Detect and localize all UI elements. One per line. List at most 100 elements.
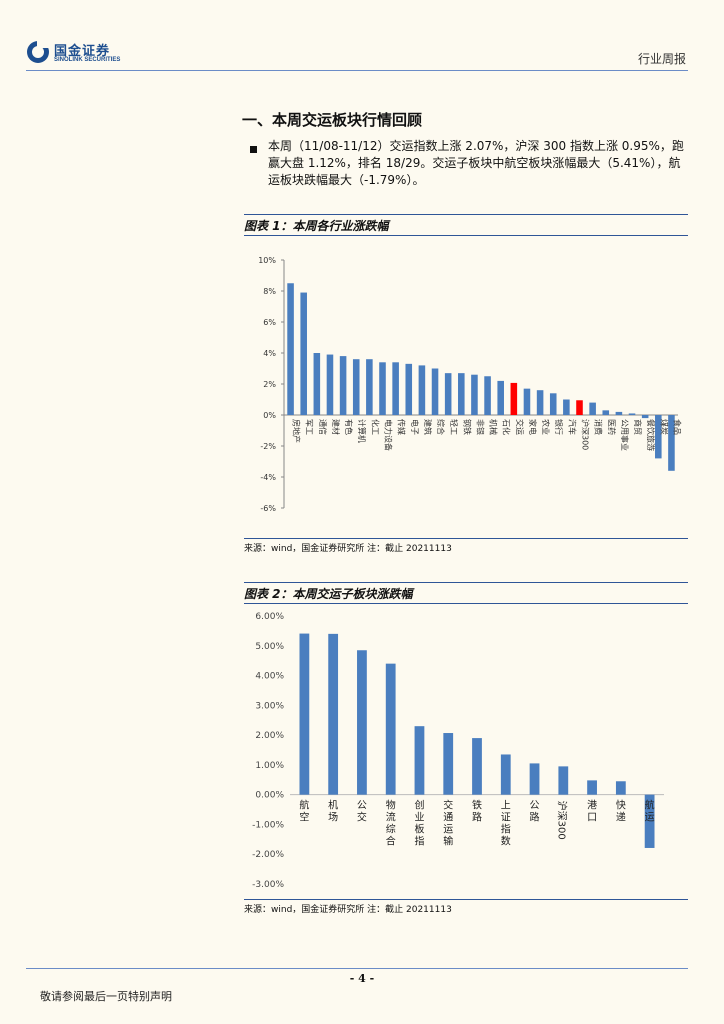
bar [339, 356, 347, 415]
bar [655, 415, 662, 459]
x-category-label: 非银 [475, 419, 485, 435]
x-category-label: 公交 [357, 801, 367, 824]
bar [458, 373, 465, 415]
figure2-title: 图表 2：本周交运子板块涨跌幅 [244, 587, 413, 601]
y-tick-label: -2% [260, 442, 276, 451]
x-category-label: 餐饮旅游 [646, 419, 656, 451]
y-tick-label: 4% [263, 349, 276, 358]
transport-subsector-chart: 6.00% 5.00% 4.00% 3.00% 2.00% 1.00% 0.00% -1.00… [252, 612, 664, 890]
y-tick-label: -2.00% [252, 850, 284, 860]
x-category-label: 综合 [436, 419, 446, 435]
sinolink-logo-icon [27, 41, 49, 63]
y-tick-label: 1.00% [255, 761, 284, 771]
bar [602, 410, 610, 415]
x-category-label: 沪深300 [581, 419, 591, 450]
footer-disclaimer: 敬请参阅最后一页特别声明 [40, 990, 172, 1003]
y-tick-label: 5.00% [255, 642, 284, 652]
x-category-label: 银行 [554, 419, 564, 435]
bar [587, 780, 597, 795]
header-divider [26, 70, 688, 71]
figure1-title-rule [244, 235, 688, 236]
x-category-label: 机场 [328, 799, 338, 824]
bar [628, 413, 636, 415]
logo: 国金证券 SINOLINK SECURITIES [26, 38, 136, 68]
bar [313, 353, 321, 415]
x-category-label: 快递 [616, 800, 626, 824]
bar [668, 415, 675, 471]
logo-en-text: SINOLINK SECURITIES [54, 57, 121, 63]
bar [287, 283, 294, 415]
bar [418, 365, 426, 415]
bar [300, 292, 307, 415]
x-category-label: 计算机 [357, 419, 367, 443]
footer-divider [26, 968, 688, 969]
bar [500, 754, 511, 795]
x-category-label: 公路 [530, 801, 540, 824]
bar [366, 359, 373, 415]
y-tick-label: 10% [258, 256, 276, 265]
figure2-bottom-rule [244, 899, 688, 900]
figure1-bottom-rule [244, 538, 688, 539]
x-category-label: 医药 [607, 419, 617, 435]
bar [563, 399, 570, 415]
x-category-label: 家电 [528, 419, 538, 435]
x-category-label: 铁路 [472, 799, 482, 824]
y-tick-label: 2% [263, 380, 276, 389]
x-category-label: 交通运输 [443, 799, 453, 848]
figure2-title-rule [244, 603, 688, 604]
y-tick-label: 8% [263, 287, 276, 296]
x-category-label: 电力设备 [384, 419, 394, 451]
bar [641, 415, 649, 419]
x-category-label: 农业 [541, 419, 551, 435]
x-category-label: 公用事业 [620, 419, 630, 451]
x-category-label: 上证指数 [501, 800, 511, 848]
x-category-label: 航运 [645, 799, 655, 824]
y-tick-label: 6% [263, 318, 276, 327]
x-category-label: 房地产 [292, 419, 302, 443]
y-tick-label: 6.00% [255, 612, 284, 622]
figure1-title: 图表 1：本周各行业涨跌幅 [244, 219, 389, 233]
bar [484, 376, 491, 415]
bar [644, 794, 655, 848]
bar [326, 354, 334, 415]
y-tick-label: 4.00% [255, 672, 284, 682]
x-category-label: 消费 [594, 419, 604, 435]
x-category-label: 建材 [331, 419, 341, 435]
x-category-label: 机械 [489, 419, 499, 435]
bar [392, 362, 399, 415]
bar [523, 388, 531, 415]
bar [589, 402, 596, 415]
industry-returns-chart: 10% 8% 6% 4% 2% 0% -2% -4% -6% 房地产 军工 通信 建材 有色 计算机 化工 电力… [258, 256, 682, 513]
bar [536, 390, 544, 415]
bar [414, 726, 425, 795]
figure2-source: 来源：wind，国金证券研究所 注：截止 20211113 [244, 905, 452, 915]
y-tick-label: 2.00% [255, 731, 284, 741]
bar [472, 738, 482, 795]
bar [328, 633, 339, 795]
page-number: - 4 - [349, 972, 375, 985]
y-tick-label: 0% [263, 411, 276, 420]
bar [576, 400, 583, 415]
summary-paragraph: 本周（11/08-11/12）交运指数上涨 2.07%，沪深 300 指数上涨 … [268, 139, 684, 187]
bar [444, 373, 452, 415]
bar [385, 663, 396, 795]
bar [431, 368, 439, 415]
x-category-label: 创业板指 [414, 799, 424, 848]
figure1-top-rule [244, 214, 688, 215]
y-tick-label: -6% [260, 504, 276, 513]
x-category-label: 轻工 [449, 419, 459, 435]
bar [615, 781, 626, 795]
bar [352, 359, 360, 415]
figure2-top-rule [244, 582, 688, 583]
x-category-label: 通信 [318, 419, 328, 435]
x-category-label: 沪深300 [555, 801, 568, 840]
section-title: 一、本周交运板块行情回顾 [242, 111, 423, 129]
bar [471, 374, 478, 415]
x-category-label: 航空 [299, 799, 309, 824]
bar [443, 733, 454, 795]
y-tick-label: -4% [260, 473, 276, 482]
bar [529, 763, 540, 795]
y-tick-label: -3.00% [252, 880, 284, 890]
y-tick-label: 3.00% [255, 701, 284, 711]
x-category-label: 汽车 [567, 419, 577, 435]
